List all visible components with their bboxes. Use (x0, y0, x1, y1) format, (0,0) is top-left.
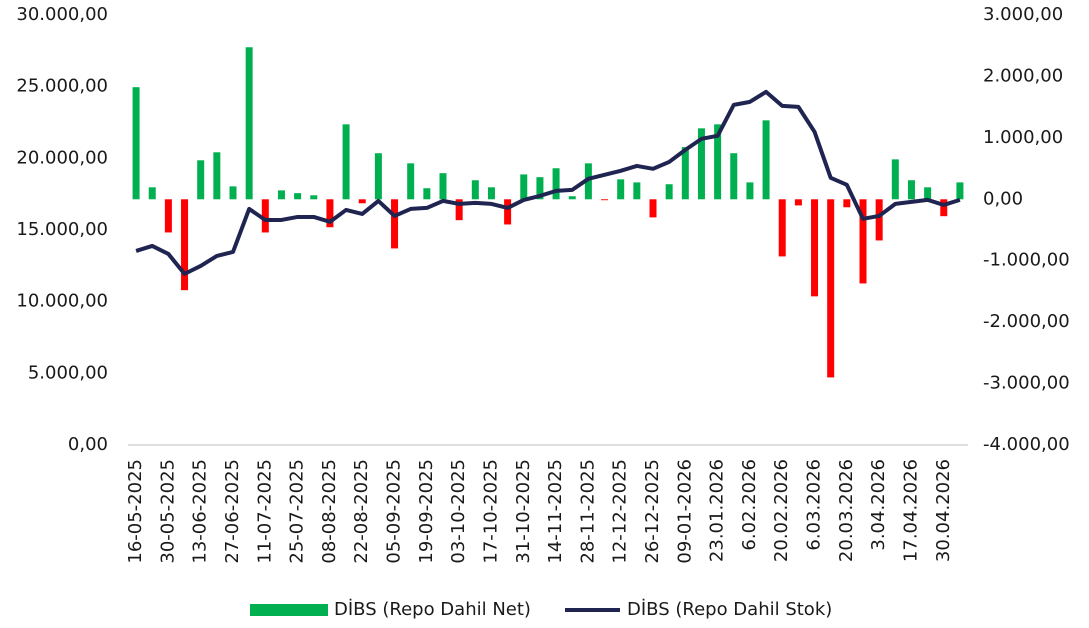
bar (471, 180, 479, 200)
x-tick-label: 03-10-2025 (448, 459, 469, 564)
bar (391, 199, 399, 249)
bar (261, 199, 269, 233)
bar (213, 152, 221, 200)
y2-tick-label: -1.000,00 (983, 250, 1070, 271)
x-tick-label: 19-09-2025 (416, 459, 437, 564)
x-tick-label: 6.02.2026 (739, 459, 760, 551)
x-tick-label: 30.04.2026 (933, 459, 954, 562)
bar (924, 187, 932, 200)
x-tick-label: 20.03.2026 (836, 459, 857, 562)
x-tick-label: 16-05-2025 (125, 459, 146, 564)
x-tick-label: 28-11-2025 (577, 459, 598, 564)
y2-tick-label: 2.000,00 (983, 65, 1063, 86)
bar (681, 147, 689, 200)
bar (245, 47, 253, 200)
bar (584, 163, 592, 200)
legend-label: DİBS (Repo Dahil Stok) (627, 599, 832, 620)
bar (811, 199, 819, 297)
bar (326, 199, 334, 228)
bar (617, 179, 625, 200)
x-tick-label: 12-12-2025 (610, 459, 631, 564)
x-tick-label: 25-07-2025 (287, 459, 308, 564)
x-tick-label: 23.01.2026 (707, 459, 728, 562)
x-tick-label: 05-09-2025 (384, 459, 405, 564)
bar (633, 182, 641, 200)
x-tick-label: 13-06-2025 (190, 459, 211, 564)
legend-swatch (250, 604, 328, 616)
bar (601, 199, 609, 201)
y-tick-label: 20.000,00 (16, 147, 108, 168)
bar (229, 186, 237, 200)
x-tick-label: 09-01-2026 (674, 459, 695, 564)
x-tick-label: 20.02.2026 (771, 459, 792, 562)
bar (294, 193, 302, 200)
legend-label: DİBS (Repo Dahil Net) (334, 599, 531, 620)
y-tick-label: 5.000,00 (28, 362, 108, 383)
bar (148, 187, 156, 200)
y2-tick-label: 3.000,00 (983, 4, 1063, 25)
bar (487, 187, 495, 200)
bar (940, 199, 948, 217)
bar (649, 199, 657, 218)
bar (439, 173, 447, 200)
bar (891, 159, 899, 200)
bar (181, 199, 189, 291)
line (135, 89, 961, 276)
x-tick-label: 17.04.2026 (900, 459, 921, 562)
x-tick-label: 08-08-2025 (319, 459, 340, 564)
x-tick-label: 22-08-2025 (351, 459, 372, 564)
y-tick-label: 30.000,00 (16, 4, 108, 25)
bar (504, 199, 512, 225)
bar (342, 124, 350, 200)
bar (746, 182, 754, 200)
bar (730, 153, 738, 200)
bar (423, 188, 431, 200)
bar (407, 163, 415, 200)
bar (697, 128, 705, 200)
y-tick-label: 25.000,00 (16, 76, 108, 97)
bar (665, 184, 673, 200)
x-tick-label: 3.04.2026 (868, 459, 889, 551)
bar (875, 199, 883, 241)
y2-tick-label: -3.000,00 (983, 373, 1070, 394)
x-tick-label: 31-10-2025 (513, 459, 534, 564)
bar (552, 168, 560, 200)
x-tick-label: 6.03.2026 (804, 459, 825, 551)
bar (455, 199, 463, 221)
y2-tick-label: 0,00 (983, 188, 1023, 209)
y-tick-label: 10.000,00 (16, 291, 108, 312)
x-tick-label: 27-06-2025 (222, 459, 243, 564)
bar (132, 87, 140, 200)
bar (714, 124, 722, 200)
bar (310, 195, 318, 200)
y2-tick-label: -4.000,00 (983, 434, 1070, 455)
bar (794, 199, 802, 206)
x-tick-label: 14-11-2025 (545, 459, 566, 564)
bar (827, 199, 835, 378)
bar (358, 199, 366, 204)
bar (520, 174, 528, 200)
y-tick-label: 15.000,00 (16, 219, 108, 240)
bar (907, 180, 915, 200)
bar (762, 120, 770, 200)
bar (859, 199, 867, 284)
bar (277, 190, 285, 200)
y2-tick-label: 1.000,00 (983, 127, 1063, 148)
x-tick-label: 17-10-2025 (480, 459, 501, 564)
bar (568, 196, 576, 200)
y2-tick-label: -2.000,00 (983, 311, 1070, 332)
bar (197, 160, 205, 200)
bar (843, 199, 851, 208)
y-tick-label: 0,00 (68, 434, 108, 455)
bar (374, 153, 382, 200)
bar (536, 177, 544, 200)
x-tick-label: 30-05-2025 (157, 459, 178, 564)
bar (164, 199, 172, 233)
x-tick-label: 26-12-2025 (642, 459, 663, 564)
bar (956, 182, 964, 200)
bar (778, 199, 786, 257)
x-tick-label: 11-07-2025 (254, 459, 275, 564)
